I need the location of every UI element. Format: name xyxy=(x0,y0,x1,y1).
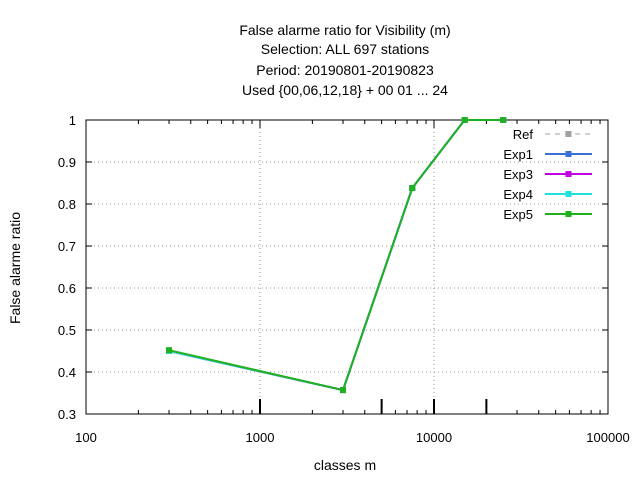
title-line-1: False alarme ratio for Visibility (m) xyxy=(239,22,450,38)
grid xyxy=(86,120,608,414)
chart-title: False alarme ratio for Visibility (m) Se… xyxy=(239,22,450,98)
data-point-exp5 xyxy=(340,387,347,394)
series-line-exp5 xyxy=(168,119,504,392)
y-tick-label: 0.5 xyxy=(58,323,76,338)
legend-marker-ref xyxy=(565,131,572,137)
y-tick-label: 0.6 xyxy=(58,281,76,296)
series-line-exp4 xyxy=(168,119,504,392)
y-tick-label: 1 xyxy=(69,113,76,128)
legend-marker-exp4 xyxy=(565,191,572,197)
x-tick-label: 100 xyxy=(75,430,97,445)
legend-marker-exp3 xyxy=(565,171,572,177)
title-line-2: Selection: ALL 697 stations xyxy=(261,41,429,57)
legend-label-exp4: Exp4 xyxy=(503,187,533,202)
series-lines xyxy=(166,117,507,394)
x-tick-label: 100000 xyxy=(586,430,629,445)
legend: Ref Exp1 Exp3 Exp4 Exp5 xyxy=(503,127,592,222)
title-line-4: Used {00,06,12,18} + 00 01 ... 24 xyxy=(242,82,448,98)
y-axis-ticks: 0.3 0.4 0.5 0.6 0.7 0.8 0.9 1 xyxy=(58,113,608,422)
y-tick-label: 0.8 xyxy=(58,197,76,212)
legend-label-exp3: Exp3 xyxy=(503,167,533,182)
data-point-exp5 xyxy=(461,117,468,123)
y-tick-label: 0.4 xyxy=(58,365,76,380)
legend-label-exp1: Exp1 xyxy=(503,147,533,162)
legend-marker-exp5 xyxy=(565,211,572,217)
data-point-exp5 xyxy=(500,117,507,123)
x-tick-label: 1000 xyxy=(246,430,275,445)
y-axis-label: False alarme ratio xyxy=(7,212,23,324)
plot-frame xyxy=(85,119,609,415)
data-point-exp5 xyxy=(166,347,173,354)
legend-label-ref: Ref xyxy=(513,127,534,142)
legend-marker-exp1 xyxy=(565,151,572,157)
y-tick-label: 0.7 xyxy=(58,239,76,254)
class-marks xyxy=(259,399,488,414)
y-tick-label: 0.9 xyxy=(58,155,76,170)
data-point-exp5 xyxy=(409,185,416,192)
x-axis-ticks: 100 1000 10000 100000 xyxy=(75,120,630,445)
x-tick-label: 10000 xyxy=(416,430,452,445)
x-axis-label: classes m xyxy=(314,457,376,473)
series-line-exp1 xyxy=(168,119,504,392)
title-line-3: Period: 20190801-20190823 xyxy=(256,62,434,78)
y-tick-label: 0.3 xyxy=(58,407,76,422)
series-line-exp3 xyxy=(168,119,504,392)
legend-label-exp5: Exp5 xyxy=(503,207,533,222)
